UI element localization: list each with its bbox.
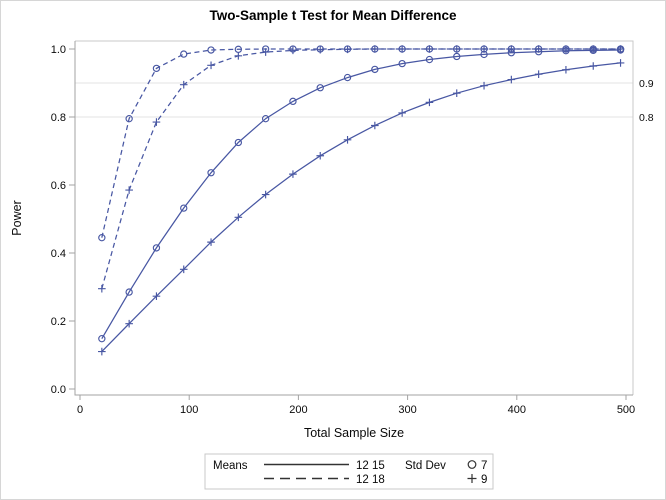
series-marker-plus-icon xyxy=(534,70,543,78)
series-marker-plus-icon xyxy=(207,61,215,70)
series-line-means-12-18-stddev-7 xyxy=(101,48,621,238)
series-marker-plus-icon xyxy=(480,81,488,90)
series-marker-plus-icon xyxy=(425,98,434,107)
series-marker-circle-icon xyxy=(234,138,243,147)
series-marker-plus-icon xyxy=(152,118,161,126)
reference-line-label-0.8: 0.8 xyxy=(639,112,654,124)
series-marker-circle-icon xyxy=(589,46,597,55)
series-marker-plus-icon xyxy=(371,45,379,53)
series-marker-circle-icon xyxy=(316,84,324,92)
series-marker-plus-icon xyxy=(289,46,297,55)
x-tick-label-400: 400 xyxy=(508,404,526,416)
x-tick-label-0: 0 xyxy=(77,404,83,416)
series-marker-circle-icon xyxy=(125,115,133,123)
x-axis-title: Total Sample Size xyxy=(303,426,405,440)
series-marker-circle-icon xyxy=(180,204,188,212)
series-marker-circle-icon xyxy=(125,288,133,296)
series-marker-plus-icon xyxy=(371,121,379,130)
graph-title: Two-Sample t Test for Mean Difference xyxy=(209,8,457,23)
series-marker-plus-icon xyxy=(316,45,325,54)
legend-means-value-1: 12 18 xyxy=(356,474,385,486)
series-marker-plus-icon xyxy=(98,347,106,356)
series-marker-plus-icon xyxy=(179,80,188,89)
x-tick-label-200: 200 xyxy=(289,404,307,416)
y-tick-label-0.4: 0.4 xyxy=(51,248,66,260)
series-marker-plus-icon xyxy=(343,45,352,54)
reference-line-label-0.9: 0.9 xyxy=(639,78,654,90)
series-marker-circle-icon xyxy=(453,52,461,61)
x-tick-label-100: 100 xyxy=(180,404,198,416)
series-marker-circle-icon xyxy=(180,50,188,58)
legend-box xyxy=(204,453,494,490)
series-line-means-12-15-stddev-9 xyxy=(101,62,621,353)
legend-circle-marker-icon xyxy=(467,460,477,469)
y-tick-label-1.0: 1.0 xyxy=(51,44,66,56)
legend-stddev-value-0: 7 xyxy=(481,460,487,472)
plot-frame xyxy=(75,40,634,395)
series-marker-circle-icon xyxy=(207,46,215,54)
legend-means-label: Means xyxy=(213,460,248,472)
series-marker-circle-icon xyxy=(289,97,297,106)
series-marker-plus-icon xyxy=(261,48,270,56)
series-marker-plus-icon xyxy=(398,109,406,117)
series-marker-plus-icon xyxy=(316,151,325,160)
series-marker-circle-icon xyxy=(507,49,516,57)
series-marker-plus-icon xyxy=(234,52,243,60)
series-marker-plus-icon xyxy=(261,190,270,199)
series-marker-circle-icon xyxy=(98,335,106,343)
series-marker-plus-icon xyxy=(452,45,461,53)
series-marker-plus-icon xyxy=(398,45,406,53)
series-marker-circle-icon xyxy=(152,64,161,73)
x-tick-label-300: 300 xyxy=(398,404,416,416)
x-tick-label-500: 500 xyxy=(617,404,635,416)
y-tick-label-0.8: 0.8 xyxy=(51,112,66,124)
series-marker-plus-icon xyxy=(234,213,243,222)
legend-stddev-label: Std Dev xyxy=(405,460,446,472)
series-marker-circle-icon xyxy=(152,244,161,252)
series-marker-plus-icon xyxy=(125,186,133,194)
series-marker-circle-icon xyxy=(616,46,625,54)
y-tick-label-0.2: 0.2 xyxy=(51,316,66,328)
series-marker-circle-icon xyxy=(398,59,406,68)
series-marker-circle-icon xyxy=(343,73,352,82)
series-marker-plus-icon xyxy=(98,284,106,293)
series-marker-plus-icon xyxy=(343,135,352,144)
legend-stddev-value-1: 9 xyxy=(481,474,487,486)
series-marker-plus-icon xyxy=(425,45,434,53)
series-marker-plus-icon xyxy=(289,170,297,178)
series-marker-circle-icon xyxy=(371,65,379,74)
series-marker-plus-icon xyxy=(152,292,161,300)
series-marker-circle-icon xyxy=(562,47,570,55)
legend-means-value-0: 12 15 xyxy=(356,460,385,472)
series-line-means-12-18-stddev-9 xyxy=(101,48,621,289)
series-marker-plus-icon xyxy=(616,59,625,67)
series-marker-plus-icon xyxy=(507,45,516,53)
series-marker-plus-icon xyxy=(207,238,215,246)
series-marker-plus-icon xyxy=(507,75,516,84)
series-marker-plus-icon xyxy=(589,62,598,70)
y-tick-label-0.0: 0.0 xyxy=(51,384,66,396)
series-marker-circle-icon xyxy=(534,48,543,56)
series-marker-plus-icon xyxy=(452,89,461,97)
series-marker-circle-icon xyxy=(207,169,215,177)
series-marker-circle-icon xyxy=(480,50,488,59)
series-marker-plus-icon xyxy=(125,319,133,328)
series-marker-circle-icon xyxy=(98,234,106,242)
series-line-means-12-15-stddev-7 xyxy=(101,49,621,340)
y-tick-label-0.6: 0.6 xyxy=(51,180,66,192)
series-marker-circle-icon xyxy=(425,55,434,64)
series-marker-circle-icon xyxy=(261,115,270,123)
series-marker-plus-icon xyxy=(562,65,570,74)
series-marker-plus-icon xyxy=(179,265,188,274)
legend-plus-marker-icon xyxy=(467,474,477,483)
axis-lines xyxy=(74,41,633,396)
